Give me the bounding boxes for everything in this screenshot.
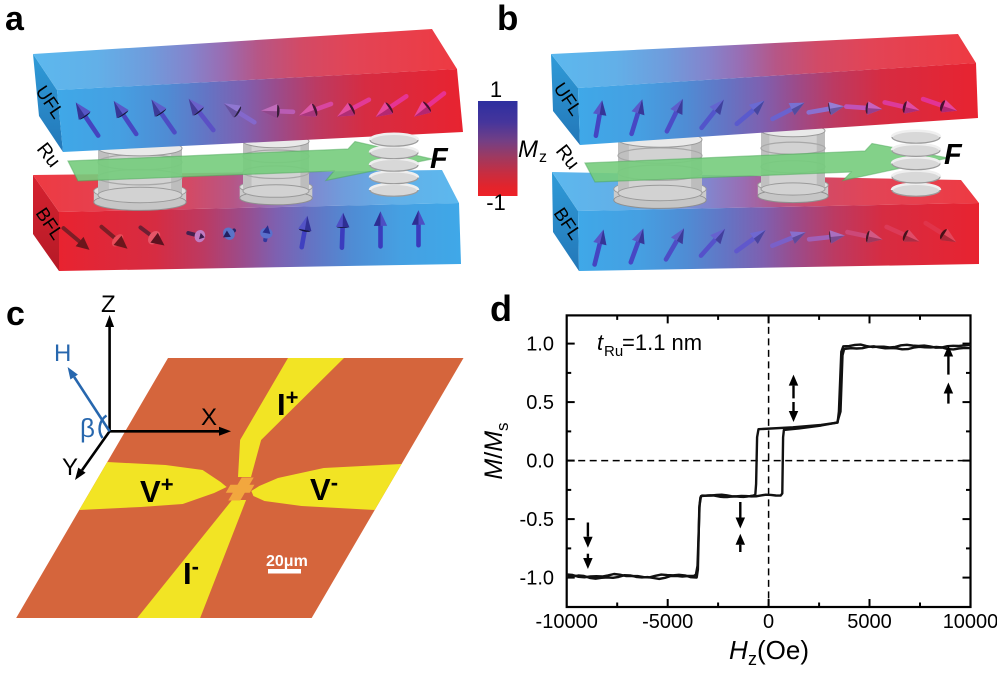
svg-text:X: X: [201, 404, 217, 431]
svg-text:V+: V+: [140, 472, 174, 509]
svg-text:0.0: 0.0: [526, 451, 554, 473]
svg-text:H: H: [54, 340, 71, 367]
svg-text:=1.1 nm: =1.1 nm: [622, 330, 702, 355]
svg-text:d: d: [490, 288, 512, 329]
svg-text:Ru: Ru: [604, 343, 623, 360]
svg-text:c: c: [6, 295, 25, 333]
svg-text:M: M: [518, 136, 538, 163]
svg-text:z: z: [539, 149, 547, 166]
svg-text:t: t: [597, 330, 604, 355]
svg-text:-1: -1: [486, 190, 506, 215]
svg-text:a: a: [5, 0, 25, 38]
svg-text:b: b: [497, 0, 518, 38]
svg-text:-1.0: -1.0: [520, 568, 554, 590]
svg-text:β: β: [80, 413, 95, 443]
svg-text:Z: Z: [101, 291, 116, 318]
svg-text:Ru: Ru: [551, 141, 584, 174]
svg-text:Y: Y: [62, 454, 78, 481]
svg-text:-0.5: -0.5: [520, 509, 554, 531]
svg-text:-5000: -5000: [642, 611, 693, 633]
svg-text:M/Ms: M/Ms: [480, 422, 512, 479]
svg-text:-10000: -10000: [536, 611, 598, 633]
svg-text:F: F: [430, 143, 449, 175]
svg-text:H: H: [729, 635, 748, 665]
svg-text:(Oe): (Oe): [757, 635, 809, 665]
svg-text:1: 1: [490, 77, 502, 102]
svg-text:5000: 5000: [847, 611, 892, 633]
svg-text:20μm: 20μm: [266, 553, 308, 570]
svg-text:1.0: 1.0: [526, 334, 554, 356]
svg-text:10000: 10000: [943, 611, 997, 633]
svg-text:0: 0: [763, 611, 774, 633]
svg-text:0.5: 0.5: [526, 392, 554, 414]
svg-text:F: F: [944, 139, 963, 171]
svg-text:z: z: [748, 649, 757, 669]
